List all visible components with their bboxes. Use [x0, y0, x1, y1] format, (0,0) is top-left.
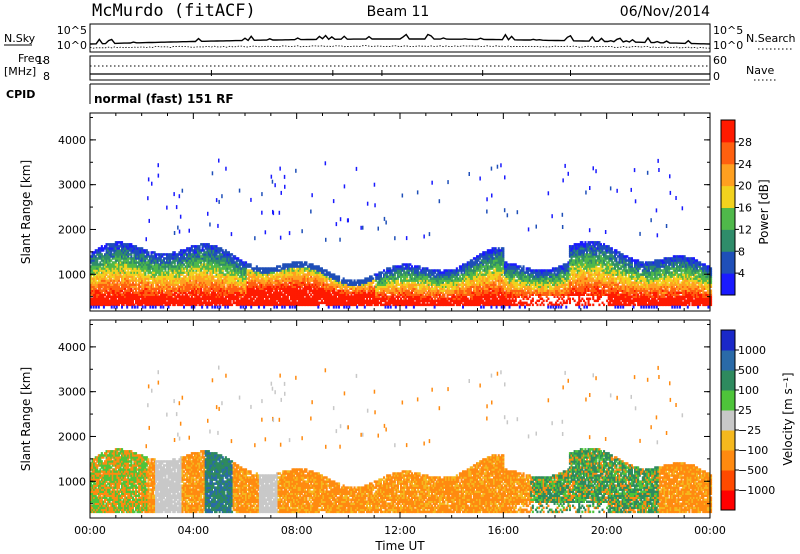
freq-tick-high: 18 — [36, 54, 50, 67]
nave-tick-low: 0 — [713, 70, 720, 83]
noise-tick-left-high: 10^5 — [57, 24, 87, 37]
station-title: McMurdo (fitACF) — [92, 1, 256, 21]
power-data-cells — [90, 159, 712, 309]
noise-tick-right-high: 10^5 — [713, 24, 743, 37]
cpid-label: CPID — [6, 88, 35, 101]
cpid-text: normal (fast) 151 RF — [94, 92, 234, 106]
noise-tick-right-low: 10^0 — [713, 39, 743, 52]
nave-tick-high: 60 — [713, 54, 727, 67]
power-cell — [338, 275, 340, 278]
date-title: 06/Nov/2014 — [620, 4, 710, 20]
beam-title: Beam 11 — [367, 4, 430, 20]
noise-panel: N.Sky 10^5 10^0 10^5 10^0 N.Search — [4, 24, 796, 52]
power-cell — [305, 261, 307, 264]
freq-tick-low: 8 — [43, 70, 50, 83]
power-cell — [147, 251, 149, 254]
power-cell — [250, 263, 252, 266]
power-cell — [419, 265, 421, 268]
noise-search-line — [90, 46, 710, 49]
noise-series — [90, 35, 710, 49]
cpid-panel: CPID normal (fast) 151 RF — [6, 84, 710, 106]
freq-panel: Freq. [MHz] 18 8 60 0 Nave — [4, 52, 778, 83]
noise-sky-label: N.Sky — [4, 32, 36, 45]
nave-label: Nave — [746, 64, 774, 77]
noise-sky-line — [90, 35, 710, 45]
freq-label-2: [MHz] — [4, 65, 36, 78]
noise-tick-left-low: 10^0 — [57, 39, 87, 52]
noise-search-label: N.Search — [746, 32, 796, 45]
freq-series — [90, 66, 710, 76]
